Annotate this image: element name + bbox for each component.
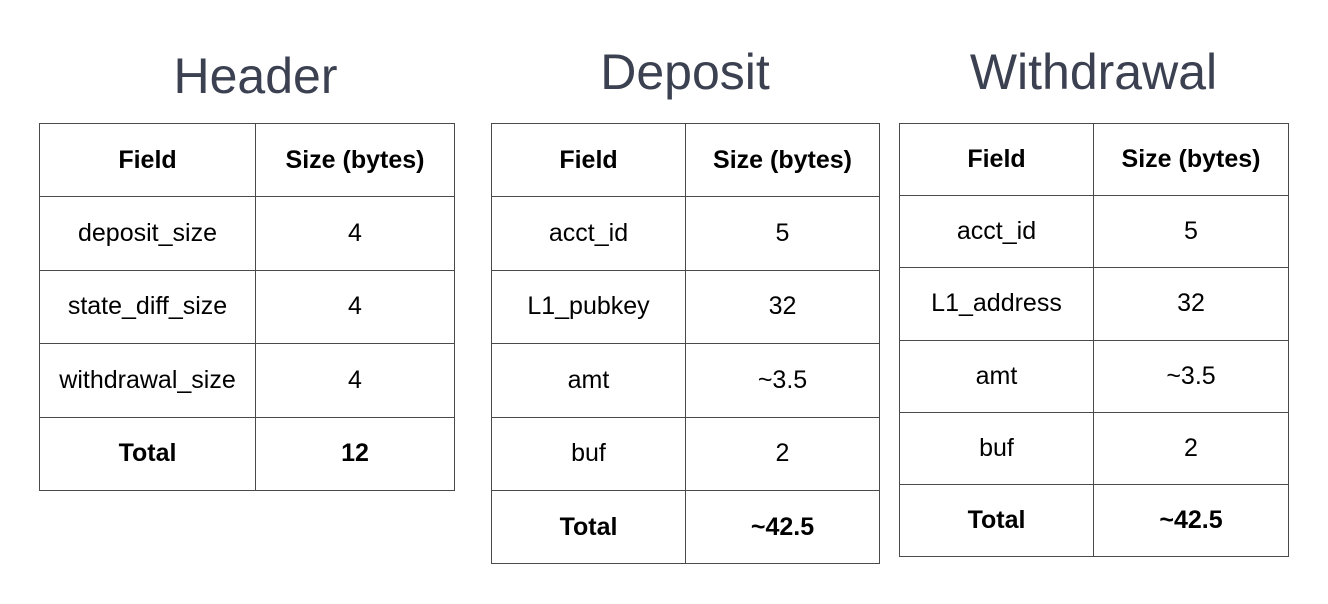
size-cell: 4 [255, 196, 455, 271]
column-header-size: Size (bytes) [255, 122, 455, 198]
field-cell: acct_id [899, 195, 1094, 269]
table-header-row: Field Size (bytes) [39, 122, 455, 198]
table-row: withdrawal_size 4 [39, 343, 455, 418]
table-row: buf 2 [491, 416, 880, 491]
header-table: Field Size (bytes) deposit_size 4 state_… [39, 122, 455, 491]
size-cell: 2 [1093, 411, 1289, 485]
field-cell: amt [899, 339, 1094, 413]
deposit-title: Deposit [600, 44, 770, 100]
total-row: Total ~42.5 [491, 489, 880, 565]
column-header-field: Field [39, 122, 256, 198]
field-cell: buf [899, 411, 1094, 485]
deposit-table: Field Size (bytes) acct_id 5 L1_pubkey 3… [491, 122, 880, 565]
table-row: buf 2 [899, 411, 1289, 485]
field-cell: amt [491, 343, 686, 418]
total-row: Total 12 [39, 416, 455, 491]
withdrawal-title: Withdrawal [969, 44, 1218, 100]
field-cell: state_diff_size [39, 269, 256, 345]
table-header-row: Field Size (bytes) [491, 122, 880, 198]
field-cell: acct_id [491, 196, 686, 271]
field-cell: deposit_size [39, 196, 256, 271]
size-cell: ~3.5 [1093, 339, 1289, 413]
withdrawal-table: Field Size (bytes) acct_id 5 L1_address … [899, 122, 1289, 558]
size-cell: 32 [685, 269, 880, 345]
header-title: Header [173, 48, 338, 104]
table-row: acct_id 5 [899, 195, 1289, 269]
total-size: ~42.5 [685, 489, 880, 565]
column-header-size: Size (bytes) [685, 122, 880, 198]
table-row: amt ~3.5 [899, 339, 1289, 413]
total-label: Total [39, 416, 256, 491]
column-header-field: Field [899, 122, 1094, 197]
table-row: acct_id 5 [491, 196, 880, 271]
size-cell: ~3.5 [685, 343, 880, 418]
table-row: deposit_size 4 [39, 196, 455, 271]
total-size: 12 [255, 416, 455, 491]
table-row: L1_pubkey 32 [491, 269, 880, 345]
table-row: L1_address 32 [899, 267, 1289, 341]
size-cell: 4 [255, 269, 455, 345]
column-header-size: Size (bytes) [1093, 122, 1289, 197]
total-label: Total [491, 489, 686, 565]
field-cell: L1_pubkey [491, 269, 686, 345]
table-header-row: Field Size (bytes) [899, 122, 1289, 197]
table-row: amt ~3.5 [491, 343, 880, 418]
table-row: state_diff_size 4 [39, 269, 455, 345]
size-cell: 5 [685, 196, 880, 271]
field-cell: withdrawal_size [39, 343, 256, 418]
size-cell: 2 [685, 416, 880, 491]
total-row: Total ~42.5 [899, 483, 1289, 558]
field-cell: L1_address [899, 267, 1094, 341]
size-cell: 32 [1093, 267, 1289, 341]
field-cell: buf [491, 416, 686, 491]
total-label: Total [899, 483, 1094, 558]
total-size: ~42.5 [1093, 483, 1289, 558]
size-cell: 5 [1093, 195, 1289, 269]
size-cell: 4 [255, 343, 455, 418]
column-header-field: Field [491, 122, 686, 198]
